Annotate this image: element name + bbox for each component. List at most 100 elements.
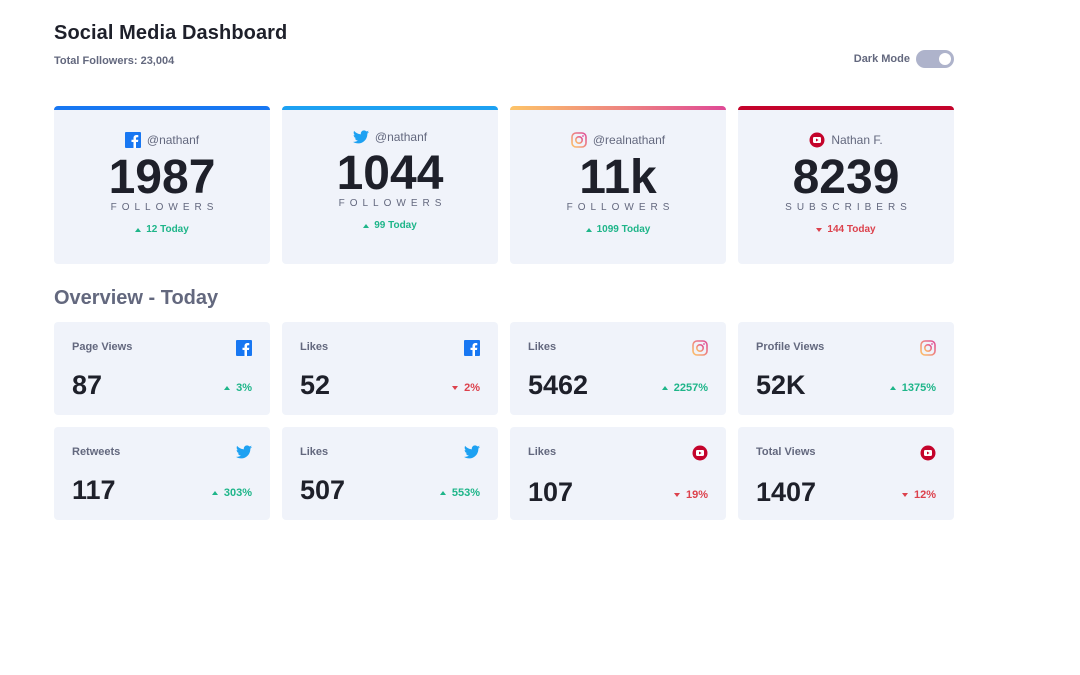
change-text: 2257%	[673, 382, 708, 394]
up-arrow-icon	[585, 227, 592, 232]
overview-tile[interactable]: Likes 52 2%	[282, 322, 498, 415]
tile-value: 507	[300, 475, 346, 505]
handle-text: @nathanf	[374, 130, 428, 144]
count-unit: FOLLOWERS	[110, 202, 219, 213]
youtube-icon	[920, 445, 936, 461]
today-text: 99 Today	[374, 220, 417, 231]
dark-mode-label: Dark Mode	[853, 53, 910, 65]
header: Social Media Dashboard Total Followers: …	[54, 22, 954, 82]
overview-tile[interactable]: Likes 107 19%	[510, 427, 726, 520]
instagram-icon	[571, 132, 587, 148]
instagram-icon	[692, 340, 708, 356]
overview-title: Overview - Today	[54, 287, 219, 309]
facebook-icon	[124, 132, 141, 148]
tile-change: 19%	[673, 489, 708, 501]
change-text: 553%	[451, 487, 480, 499]
dark-mode-control: Dark Mode	[854, 50, 954, 68]
tile-change: 12%	[901, 489, 936, 501]
youtube-icon	[809, 132, 825, 148]
up-arrow-icon	[363, 223, 370, 228]
youtube-icon	[692, 445, 708, 461]
twitter-icon	[464, 445, 480, 459]
overview-tile[interactable]: Page Views 87 3%	[54, 322, 270, 415]
up-arrow-icon	[135, 227, 142, 232]
today-text: 12 Today	[146, 224, 189, 235]
overview-grid: Page Views 87 3% Likes 52 2% Likes 5462 …	[54, 322, 954, 520]
handle-text: @nathanf	[146, 133, 200, 147]
card-handle: @nathanf	[54, 132, 270, 148]
change-text: 3%	[236, 382, 252, 394]
up-arrow-icon	[439, 491, 446, 495]
today-text: 1099 Today	[596, 224, 651, 235]
card-accent-bar	[510, 106, 726, 110]
tile-label: Total Views	[756, 446, 816, 458]
overview-tile[interactable]: Profile Views 52K 1375%	[738, 322, 954, 415]
tile-label: Likes	[300, 341, 329, 353]
up-arrow-icon	[211, 491, 218, 495]
tile-change: 3%	[224, 382, 252, 394]
card-youtube[interactable]: Nathan F. 8239 SUBSCRIBERS 144 Today	[738, 106, 954, 264]
tile-value: 117	[72, 475, 116, 505]
follower-count: 1044	[336, 147, 444, 200]
count-unit: FOLLOWERS	[338, 198, 447, 209]
today-change: 12 Today	[54, 224, 270, 235]
twitter-icon	[352, 130, 369, 144]
card-accent-bar	[738, 106, 954, 110]
up-arrow-icon	[889, 386, 896, 390]
count-unit: FOLLOWERS	[566, 202, 675, 213]
tile-label: Retweets	[72, 446, 121, 458]
tile-change: 303%	[211, 487, 252, 499]
change-text: 2%	[464, 382, 480, 394]
tile-value: 87	[72, 370, 103, 400]
overview-tile[interactable]: Total Views 1407 12%	[738, 427, 954, 520]
down-arrow-icon	[816, 227, 823, 232]
overview-tile[interactable]: Likes 5462 2257%	[510, 322, 726, 415]
card-accent-bar	[54, 106, 270, 110]
card-twitter[interactable]: @nathanf 1044 FOLLOWERS 99 Today	[282, 106, 498, 264]
change-text: 19%	[685, 489, 708, 501]
tile-label: Likes	[528, 446, 557, 458]
tile-value: 107	[528, 477, 574, 507]
tile-label: Likes	[528, 341, 557, 353]
change-text: 1375%	[901, 382, 936, 394]
follower-count: 1987	[108, 151, 216, 204]
tile-change: 2257%	[661, 382, 708, 394]
overview-tile[interactable]: Likes 507 553%	[282, 427, 498, 520]
up-arrow-icon	[224, 386, 231, 390]
tile-label: Likes	[300, 446, 329, 458]
card-handle: @realnathanf	[510, 132, 726, 148]
change-text: 12%	[913, 489, 936, 501]
today-change: 144 Today	[738, 224, 954, 235]
up-arrow-icon	[661, 386, 668, 390]
dark-mode-toggle[interactable]	[916, 50, 954, 68]
follower-count: 11k	[579, 151, 657, 204]
page-title: Social Media Dashboard	[54, 22, 288, 44]
facebook-icon	[464, 340, 480, 356]
overview-tile[interactable]: Retweets 117 303%	[54, 427, 270, 520]
card-handle: Nathan F.	[738, 132, 954, 148]
instagram-icon	[920, 340, 936, 356]
card-instagram[interactable]: @realnathanf 11k FOLLOWERS 1099 Today	[510, 106, 726, 264]
down-arrow-icon	[673, 493, 680, 497]
count-unit: SUBSCRIBERS	[785, 202, 912, 213]
tile-label: Page Views	[72, 341, 133, 353]
down-arrow-icon	[452, 386, 459, 390]
twitter-icon	[236, 445, 252, 459]
follower-cards: @nathanf 1987 FOLLOWERS 12 Today @nathan…	[54, 106, 954, 264]
card-handle: @nathanf	[282, 130, 498, 144]
today-change: 1099 Today	[510, 224, 726, 235]
tile-change: 2%	[452, 382, 480, 394]
tile-change: 553%	[439, 487, 480, 499]
total-followers: Total Followers: 23,004	[54, 55, 175, 67]
handle-text: Nathan F.	[831, 133, 883, 147]
down-arrow-icon	[901, 493, 908, 497]
today-text: 144 Today	[827, 224, 876, 235]
subscriber-count: 8239	[792, 151, 900, 204]
card-facebook[interactable]: @nathanf 1987 FOLLOWERS 12 Today	[54, 106, 270, 264]
tile-label: Profile Views	[756, 341, 825, 353]
toggle-knob	[939, 53, 951, 65]
tile-value: 5462	[528, 370, 589, 400]
tile-change: 1375%	[889, 382, 936, 394]
tile-value: 52K	[756, 370, 806, 400]
tile-value: 1407	[756, 477, 817, 507]
